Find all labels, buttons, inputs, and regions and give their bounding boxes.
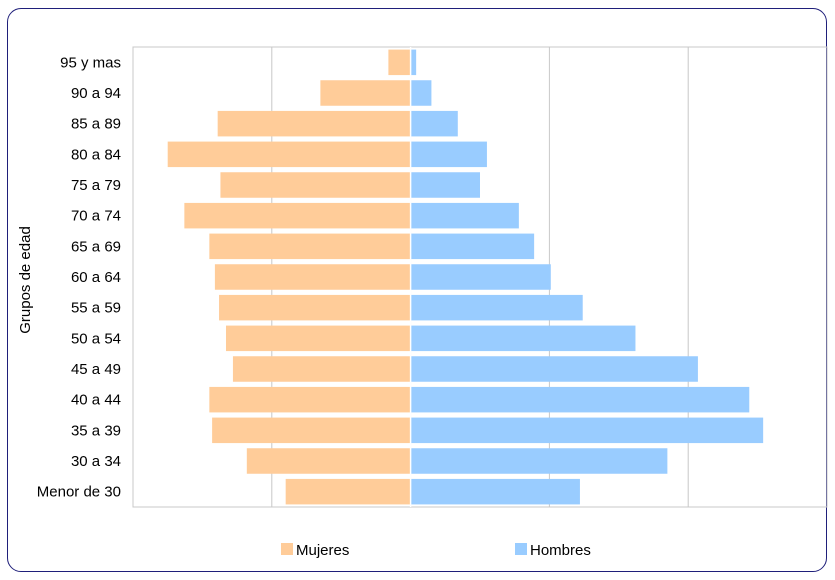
y-tick-label: 55 a 59: [71, 300, 121, 317]
bar-hombres: [410, 356, 698, 382]
y-tick-label: 70 a 74: [71, 208, 121, 225]
bar-hombres: [410, 233, 535, 260]
bar-hombres: [410, 264, 551, 290]
y-axis-label: Grupos de edad: [17, 226, 34, 334]
y-tick-label: 90 a 94: [71, 85, 121, 102]
y-tick-label: 50 a 54: [71, 330, 121, 347]
bar-mujeres: [285, 478, 411, 505]
bar-hombres: [410, 80, 432, 106]
y-tick-label: 45 a 49: [71, 361, 121, 378]
bar-hombres: [410, 478, 580, 505]
legend-hombres-swatch: [515, 543, 527, 555]
bar-hombres: [410, 141, 487, 168]
y-tick-label: 85 a 89: [71, 116, 121, 133]
bar-mujeres: [167, 141, 411, 168]
bar-hombres: [410, 325, 636, 352]
bar-mujeres: [232, 356, 411, 382]
bar-hombres: [410, 202, 519, 229]
legend-hombres: Hombres: [515, 542, 591, 559]
bar-hombres: [410, 386, 750, 413]
bar-mujeres: [219, 294, 411, 321]
y-tick-label: 75 a 79: [71, 177, 121, 194]
bar-mujeres: [246, 448, 411, 474]
legend-mujeres: Mujeres: [281, 542, 349, 559]
bar-hombres: [410, 172, 480, 198]
bar-mujeres: [220, 172, 411, 198]
y-tick-label: 35 a 39: [71, 422, 121, 439]
y-tick-label: 95 y mas: [60, 54, 121, 71]
y-tick-label: 40 a 44: [71, 392, 121, 409]
bar-mujeres: [212, 417, 411, 444]
bar-mujeres: [320, 80, 411, 106]
plot-area: [132, 46, 828, 508]
bar-hombres: [410, 110, 458, 137]
bar-mujeres: [225, 325, 411, 352]
bar-mujeres: [388, 49, 411, 76]
bar-hombres: [410, 448, 668, 474]
bar-hombres: [410, 417, 764, 444]
bar-mujeres: [184, 202, 411, 229]
bar-mujeres: [214, 264, 411, 290]
y-tick-label: 80 a 84: [71, 146, 121, 163]
legend-mujeres-swatch: [281, 543, 293, 555]
bar-hombres: [410, 49, 417, 76]
bar-mujeres: [209, 233, 411, 260]
y-tick-label: 60 a 64: [71, 269, 121, 286]
legend-hombres-label: Hombres: [530, 542, 591, 559]
y-tick-label: 30 a 34: [71, 453, 121, 470]
bar-mujeres: [209, 386, 411, 413]
y-tick-label: Menor de 30: [37, 484, 121, 501]
bar-hombres: [410, 294, 583, 321]
y-tick-label: 65 a 69: [71, 238, 121, 255]
legend-mujeres-label: Mujeres: [296, 542, 349, 559]
bar-mujeres: [217, 110, 411, 137]
